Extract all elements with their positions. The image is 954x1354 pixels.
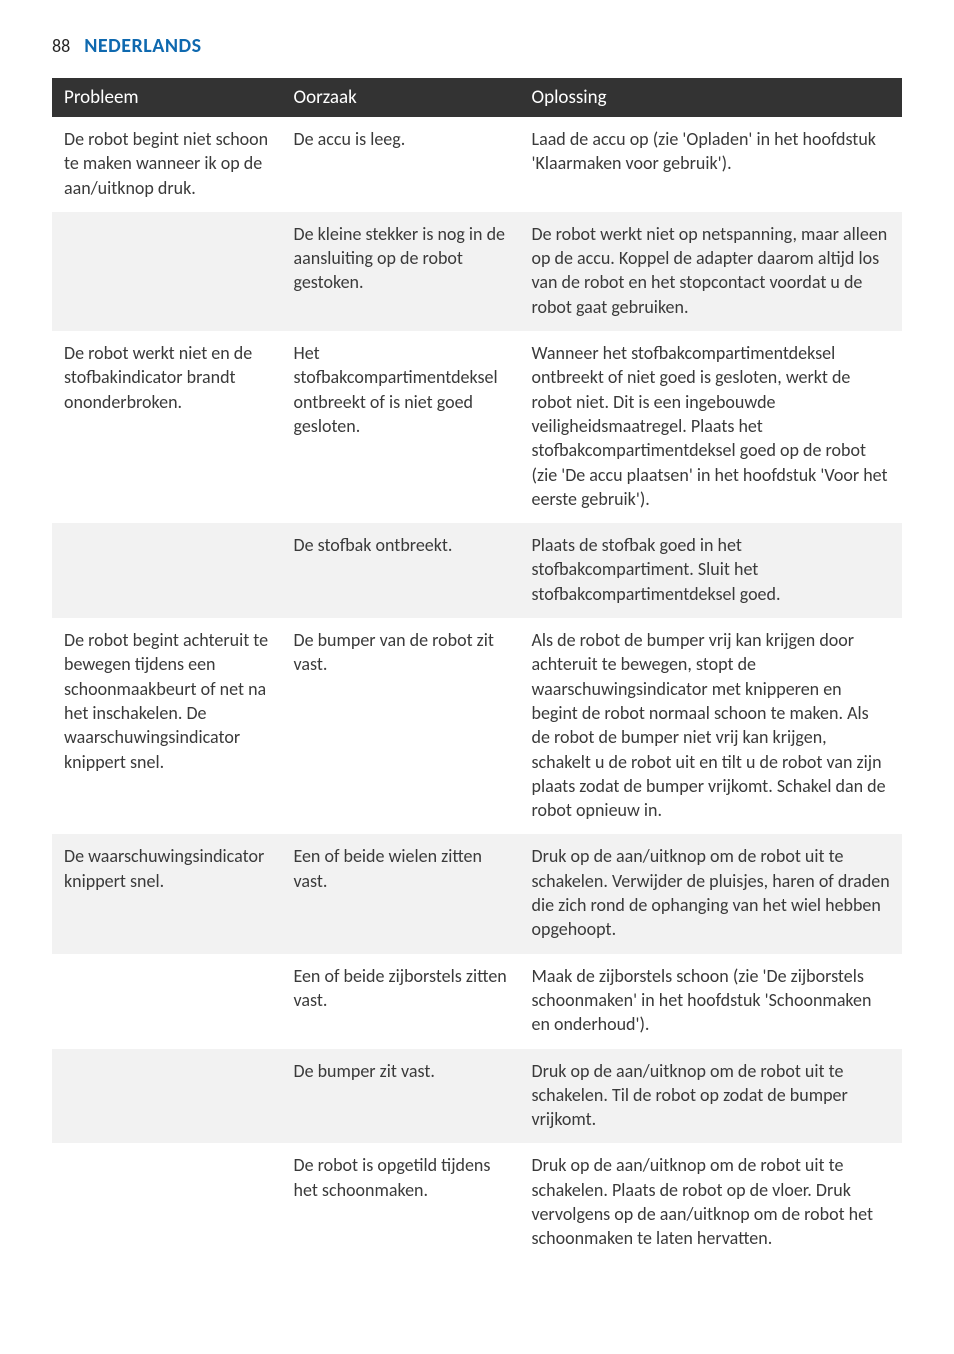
cell-problem: De robot begint niet schoon te maken wan… — [52, 117, 282, 212]
page-header: 88 NEDERLANDS — [52, 34, 902, 58]
cell-cause: De stofbak ontbreekt. — [282, 523, 520, 618]
table-row: De bumper zit vast.Druk op de aan/uitkno… — [52, 1049, 902, 1144]
col-header-cause: Oorzaak — [282, 78, 520, 117]
language-title: NEDERLANDS — [84, 34, 201, 58]
page-number: 88 — [52, 35, 70, 57]
table-row: De stofbak ontbreekt.Plaats de stofbak g… — [52, 523, 902, 618]
cell-problem: De waarschuwingsindicator knippert snel. — [52, 834, 282, 953]
table-row: De robot begint achteruit te bewegen tij… — [52, 618, 902, 834]
cell-cause: De accu is leeg. — [282, 117, 520, 212]
cell-solution: Druk op de aan/uitknop om de robot uit t… — [520, 1049, 903, 1144]
cell-solution: Laad de accu op (zie 'Opladen' in het ho… — [520, 117, 903, 212]
cell-solution: Wanneer het stofbakcompartimentdeksel on… — [520, 331, 903, 523]
table-row: De waarschuwingsindicator knippert snel.… — [52, 834, 902, 953]
cell-problem: De robot werkt niet en de stofbakindicat… — [52, 331, 282, 523]
col-header-problem: Probleem — [52, 78, 282, 117]
table-row: De robot werkt niet en de stofbakindicat… — [52, 331, 902, 523]
table-row: De robot begint niet schoon te maken wan… — [52, 117, 902, 212]
cell-problem — [52, 1143, 282, 1262]
cell-solution: Maak de zijborstels schoon (zie 'De zijb… — [520, 954, 903, 1049]
table-row: Een of beide zijborstels zitten vast.Maa… — [52, 954, 902, 1049]
cell-problem — [52, 1049, 282, 1144]
cell-cause: Een of beide wielen zitten vast. — [282, 834, 520, 953]
cell-solution: De robot werkt niet op netspanning, maar… — [520, 212, 903, 331]
cell-cause: De kleine stekker is nog in de aansluiti… — [282, 212, 520, 331]
cell-cause: De robot is opgetild tijdens het schoonm… — [282, 1143, 520, 1262]
cell-problem: De robot begint achteruit te bewegen tij… — [52, 618, 282, 834]
troubleshooting-table: Probleem Oorzaak Oplossing De robot begi… — [52, 78, 902, 1263]
cell-problem — [52, 954, 282, 1049]
cell-problem — [52, 212, 282, 331]
cell-cause: Het stofbakcompartimentdeksel ontbreekt … — [282, 331, 520, 523]
cell-cause: De bumper van de robot zit vast. — [282, 618, 520, 834]
cell-solution: Druk op de aan/uitknop om de robot uit t… — [520, 1143, 903, 1262]
table-row: De robot is opgetild tijdens het schoonm… — [52, 1143, 902, 1262]
col-header-solution: Oplossing — [520, 78, 903, 117]
cell-solution: Druk op de aan/uitknop om de robot uit t… — [520, 834, 903, 953]
cell-cause: Een of beide zijborstels zitten vast. — [282, 954, 520, 1049]
cell-problem — [52, 523, 282, 618]
table-header-row: Probleem Oorzaak Oplossing — [52, 78, 902, 117]
cell-cause: De bumper zit vast. — [282, 1049, 520, 1144]
cell-solution: Plaats de stofbak goed in het stofbakcom… — [520, 523, 903, 618]
cell-solution: Als de robot de bumper vrij kan krijgen … — [520, 618, 903, 834]
table-row: De kleine stekker is nog in de aansluiti… — [52, 212, 902, 331]
